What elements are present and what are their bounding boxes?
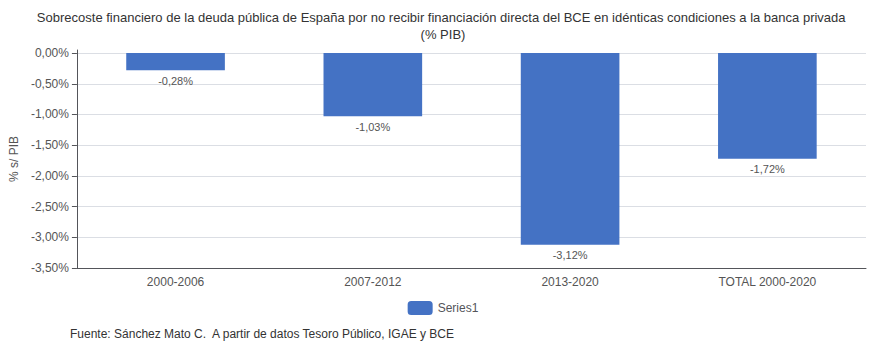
svg-text:-0,50%: -0,50% [31,77,69,91]
svg-text:% s/ PIB: % s/ PIB [7,136,21,182]
svg-text:-1,50%: -1,50% [31,138,69,152]
svg-text:-3,50%: -3,50% [31,261,69,275]
svg-text:TOTAL 2000-2020: TOTAL 2000-2020 [718,275,816,289]
svg-text:-1,03%: -1,03% [355,121,390,133]
svg-text:-0,28%: -0,28% [158,75,193,87]
svg-text:-2,50%: -2,50% [31,200,69,214]
svg-text:-2,00%: -2,00% [31,169,69,183]
svg-text:Sobrecoste financiero de la de: Sobrecoste financiero de la deuda públic… [37,10,849,25]
svg-text:2000-2006: 2000-2006 [147,275,205,289]
svg-text:-3,12%: -3,12% [553,249,588,261]
svg-text:2013-2020: 2013-2020 [541,275,599,289]
svg-text:0,00%: 0,00% [35,46,69,60]
svg-text:2007-2012: 2007-2012 [344,275,402,289]
svg-text:Fuente: Sánchez Mato C. A par: Fuente: Sánchez Mato C. A partir de dato… [70,327,454,341]
svg-text:(% PIB): (% PIB) [421,27,466,42]
svg-text:-3,00%: -3,00% [31,230,69,244]
svg-text:Series1: Series1 [438,301,479,315]
svg-text:-1,72%: -1,72% [750,163,785,175]
svg-text:-1,00%: -1,00% [31,107,69,121]
